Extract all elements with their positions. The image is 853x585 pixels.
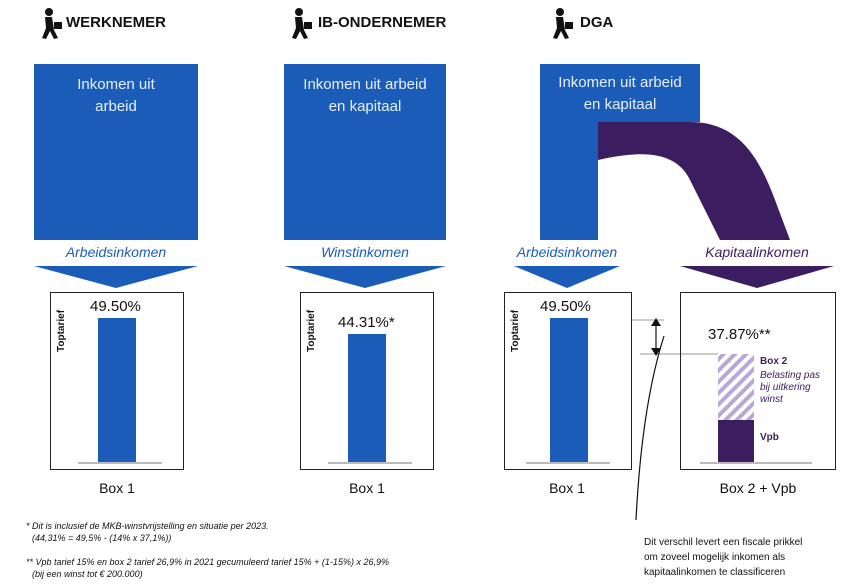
- tax-panel-dga-box2: [680, 292, 836, 470]
- chevron-arbeid-dga: [514, 266, 620, 288]
- axis-label-toptarief: Toptarief: [510, 309, 521, 352]
- box2-hatch-bar: [718, 354, 754, 420]
- flow-label-arbeidsinkomen: Arbeidsinkomen: [65, 244, 167, 260]
- pct-dga-box2: 37.87%**: [708, 326, 771, 343]
- income-box-text: Inkomen uit arbeid en kapitaal: [558, 74, 682, 113]
- vpb-bar: [718, 420, 754, 464]
- flow-label-kapitaalinkomen: Kapitaalinkomen: [705, 244, 809, 260]
- axis-label-toptarief: Toptarief: [306, 309, 317, 352]
- annotation-line1: Dit verschil levert een fiscale prikkel: [644, 537, 803, 548]
- box-label-3: Box 1: [549, 480, 585, 496]
- bar-werknemer: [98, 318, 136, 464]
- chevron-winst: [284, 266, 446, 288]
- chevron-kapitaal: [680, 266, 834, 288]
- annotation-line2: om zoveel mogelijk inkomen als: [644, 552, 786, 563]
- person-icon-1: [42, 8, 62, 39]
- baseline: [78, 462, 162, 464]
- box-label-2: Box 1: [349, 480, 385, 496]
- capital-flow: [598, 122, 790, 240]
- bar-ib: [348, 334, 386, 464]
- header-werknemer: WERKNEMER: [66, 14, 166, 31]
- income-box-werknemer: Inkomen uit arbeid: [34, 64, 198, 240]
- income-box-dga-stem: [540, 122, 598, 240]
- income-box-dga: Inkomen uit arbeid en kapitaal: [540, 64, 700, 122]
- income-box-text: Inkomen uit arbeid en kapitaal: [303, 76, 427, 115]
- footnote-1-line2: (44,31% = 49,5% - (14% x 37,1%)): [32, 533, 172, 543]
- income-box-ib: Inkomen uit arbeid en kapitaal: [284, 64, 446, 240]
- vpb-label: Vpb: [760, 432, 779, 443]
- axis-label-toptarief: Toptarief: [56, 309, 67, 352]
- box-label-4: Box 2 + Vpb: [719, 480, 797, 496]
- person-icon-3: [553, 8, 573, 39]
- footnote-2-line1: ** Vpb tarief 15% en box 2 tarief 26,9% …: [26, 557, 389, 567]
- annotation-line3: kapitaalinkomen te classificeren: [644, 567, 786, 578]
- income-box-text: Inkomen uit arbeid: [77, 76, 155, 115]
- bar-dga-box1: [550, 318, 588, 464]
- flow-label-winstinkomen: Winstinkomen: [321, 244, 409, 260]
- footnote-2-line2: (bij een winst tot € 200.000): [32, 569, 143, 579]
- box-label-1: Box 1: [99, 480, 135, 496]
- pct-dga-box1: 49.50%: [540, 298, 591, 315]
- header-dga: DGA: [580, 14, 614, 31]
- pct-werknemer: 49.50%: [90, 298, 141, 315]
- box2-description: Belasting pas bij uitkering winst: [760, 370, 821, 405]
- pct-ib: 44.31%*: [338, 314, 395, 331]
- baseline: [700, 462, 812, 464]
- baseline: [328, 462, 412, 464]
- box2-label: Box 2: [760, 356, 788, 367]
- header-ib-ondernemer: IB-ONDERNEMER: [318, 14, 447, 31]
- person-icon-2: [292, 8, 312, 39]
- flow-label-arbeidsinkomen-dga: Arbeidsinkomen: [516, 244, 618, 260]
- footnote-1-line1: * Dit is inclusief de MKB-winstvrijstell…: [26, 521, 269, 531]
- baseline: [526, 462, 610, 464]
- chevron-arbeid-1: [34, 266, 198, 288]
